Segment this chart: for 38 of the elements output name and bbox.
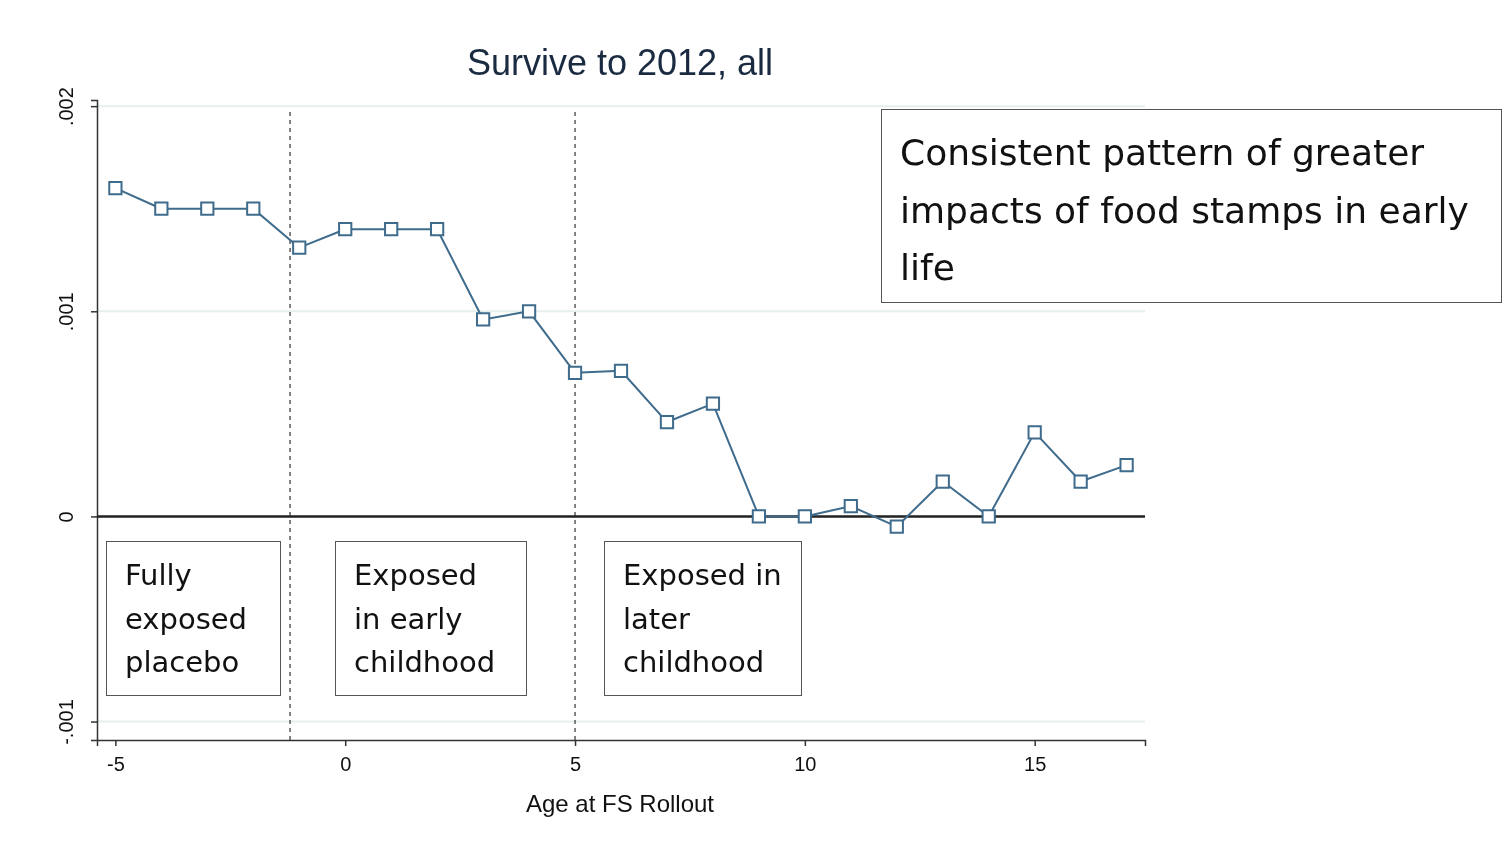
y-tick-label: -.001 bbox=[55, 699, 77, 745]
point bbox=[154, 201, 169, 216]
x-tick-label: 5 bbox=[569, 753, 582, 775]
point bbox=[613, 363, 629, 378]
x-tick-label: 10 bbox=[794, 753, 817, 775]
x-tick-label: 0 bbox=[340, 753, 352, 775]
point bbox=[475, 312, 491, 327]
point bbox=[705, 396, 721, 411]
y-tick-label: .002 bbox=[55, 87, 77, 127]
point bbox=[1119, 458, 1134, 473]
y-tick-label: 0 bbox=[55, 511, 77, 523]
x-tick-label: -5 bbox=[106, 753, 125, 775]
annotation: Fully exposed placebo bbox=[106, 541, 281, 696]
point bbox=[246, 201, 261, 216]
point bbox=[200, 201, 215, 216]
point bbox=[521, 304, 537, 319]
annotation: Exposed in later childhood bbox=[604, 541, 802, 696]
chart-title: Survive to 2012, all bbox=[466, 42, 774, 83]
point bbox=[659, 414, 675, 430]
point bbox=[384, 222, 399, 237]
x-tick-label: 15 bbox=[1024, 753, 1047, 775]
point bbox=[751, 509, 767, 524]
x-axis-title: Age at FS Rollout bbox=[525, 790, 715, 817]
point bbox=[981, 509, 996, 524]
point bbox=[935, 474, 950, 489]
annotation: Exposed in early childhood bbox=[335, 541, 527, 696]
point bbox=[108, 181, 123, 196]
annotation: Consistent pattern of greater impacts of food stamps in early life bbox=[881, 109, 1502, 303]
point bbox=[843, 499, 858, 514]
point bbox=[1073, 474, 1088, 489]
point bbox=[292, 240, 307, 255]
point bbox=[567, 365, 583, 380]
point bbox=[1027, 425, 1042, 440]
point bbox=[797, 509, 812, 524]
y-tick-label: .001 bbox=[55, 292, 77, 332]
point bbox=[889, 519, 904, 534]
point bbox=[338, 222, 353, 237]
point bbox=[430, 222, 445, 237]
